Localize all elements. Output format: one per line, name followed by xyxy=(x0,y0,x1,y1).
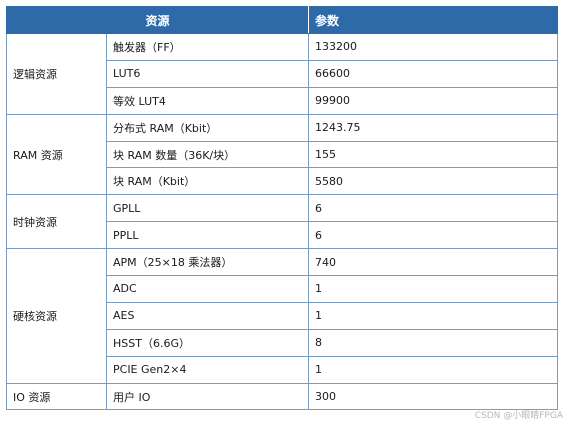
watermark: CSDN @小眼睛FPGA xyxy=(474,411,563,421)
value-cell: 1 xyxy=(308,301,559,330)
item-cell: ADC xyxy=(105,275,310,303)
table-body: 逻辑资源 触发器（FF） 133200 LUT6 66600 等效 LUT4 99900 RA… xyxy=(6,33,559,411)
category-cell: 时钟资源 xyxy=(6,194,107,250)
item-cell: GPLL xyxy=(105,194,310,223)
item-cell: LUT6 xyxy=(105,59,310,88)
category-cell: IO 资源 xyxy=(6,382,107,411)
item-cell: 块 RAM（Kbit） xyxy=(105,167,310,196)
value-cell: 8 xyxy=(308,328,559,357)
table-row: IO 资源 用户 IO 300 xyxy=(6,382,559,411)
value-cell: 1 xyxy=(308,355,559,384)
table-row: ADC 1 xyxy=(7,275,559,303)
item-cell: APM（25×18 乘法器） xyxy=(105,248,310,277)
item-cell: 等效 LUT4 xyxy=(105,86,310,115)
value-cell: 6 xyxy=(308,221,559,250)
value-cell: 6 xyxy=(308,194,559,223)
table-row: 逻辑资源 触发器（FF） 133200 xyxy=(6,33,559,115)
value-cell: 5580 xyxy=(308,167,559,196)
table-row: LUT6 66600 xyxy=(7,59,559,88)
item-cell: AES xyxy=(105,301,310,330)
table-row: AES 1 xyxy=(7,301,559,330)
value-cell: 1 xyxy=(308,275,559,303)
table-row: 硬核资源 APM（25×18 乘法器） 740 xyxy=(6,248,559,384)
value-cell: 133200 xyxy=(308,33,559,61)
resource-table-container: 资源 参数 逻辑资源 触发器（FF） 133200 LUT6 66600 等效 LUT4 9… xyxy=(5,6,559,411)
table-header-row: 资源 参数 xyxy=(5,6,559,34)
item-cell: 块 RAM 数量（36K/块） xyxy=(105,140,310,169)
item-cell: PPLL xyxy=(105,221,310,250)
header-resource: 资源 xyxy=(5,6,310,34)
category-cell: RAM 资源 xyxy=(6,113,107,196)
table-row: 块 RAM 数量（36K/块） 155 xyxy=(7,140,559,169)
table-row: RAM 资源 分布式 RAM（Kbit） 1243.75 xyxy=(6,113,559,196)
header-param: 参数 xyxy=(308,6,559,34)
category-cell: 硬核资源 xyxy=(6,248,107,384)
item-cell: 用户 IO xyxy=(105,382,310,411)
table-row: HSST（6.6G） 8 xyxy=(7,328,559,357)
value-cell: 1243.75 xyxy=(308,113,559,142)
value-cell: 740 xyxy=(308,248,559,277)
value-cell: 155 xyxy=(308,140,559,169)
item-cell: HSST（6.6G） xyxy=(105,328,310,357)
value-cell: 300 xyxy=(308,382,559,411)
value-cell: 99900 xyxy=(308,86,559,115)
table-row: 块 RAM（Kbit） 5580 xyxy=(7,167,559,196)
item-cell: 触发器（FF） xyxy=(105,33,310,61)
table-row: 时钟资源 GPLL 6 xyxy=(6,194,559,250)
item-cell: PCIE Gen2×4 xyxy=(105,355,310,384)
value-cell: 66600 xyxy=(308,59,559,88)
category-cell: 逻辑资源 xyxy=(6,33,107,115)
table-row: 等效 LUT4 99900 xyxy=(7,86,559,115)
resource-table: 资源 参数 逻辑资源 触发器（FF） 133200 LUT6 66600 等效 LUT4 9… xyxy=(5,6,559,411)
table-row: PCIE Gen2×4 1 xyxy=(7,355,559,384)
item-cell: 分布式 RAM（Kbit） xyxy=(105,113,310,142)
table-row: PPLL 6 xyxy=(7,221,559,250)
